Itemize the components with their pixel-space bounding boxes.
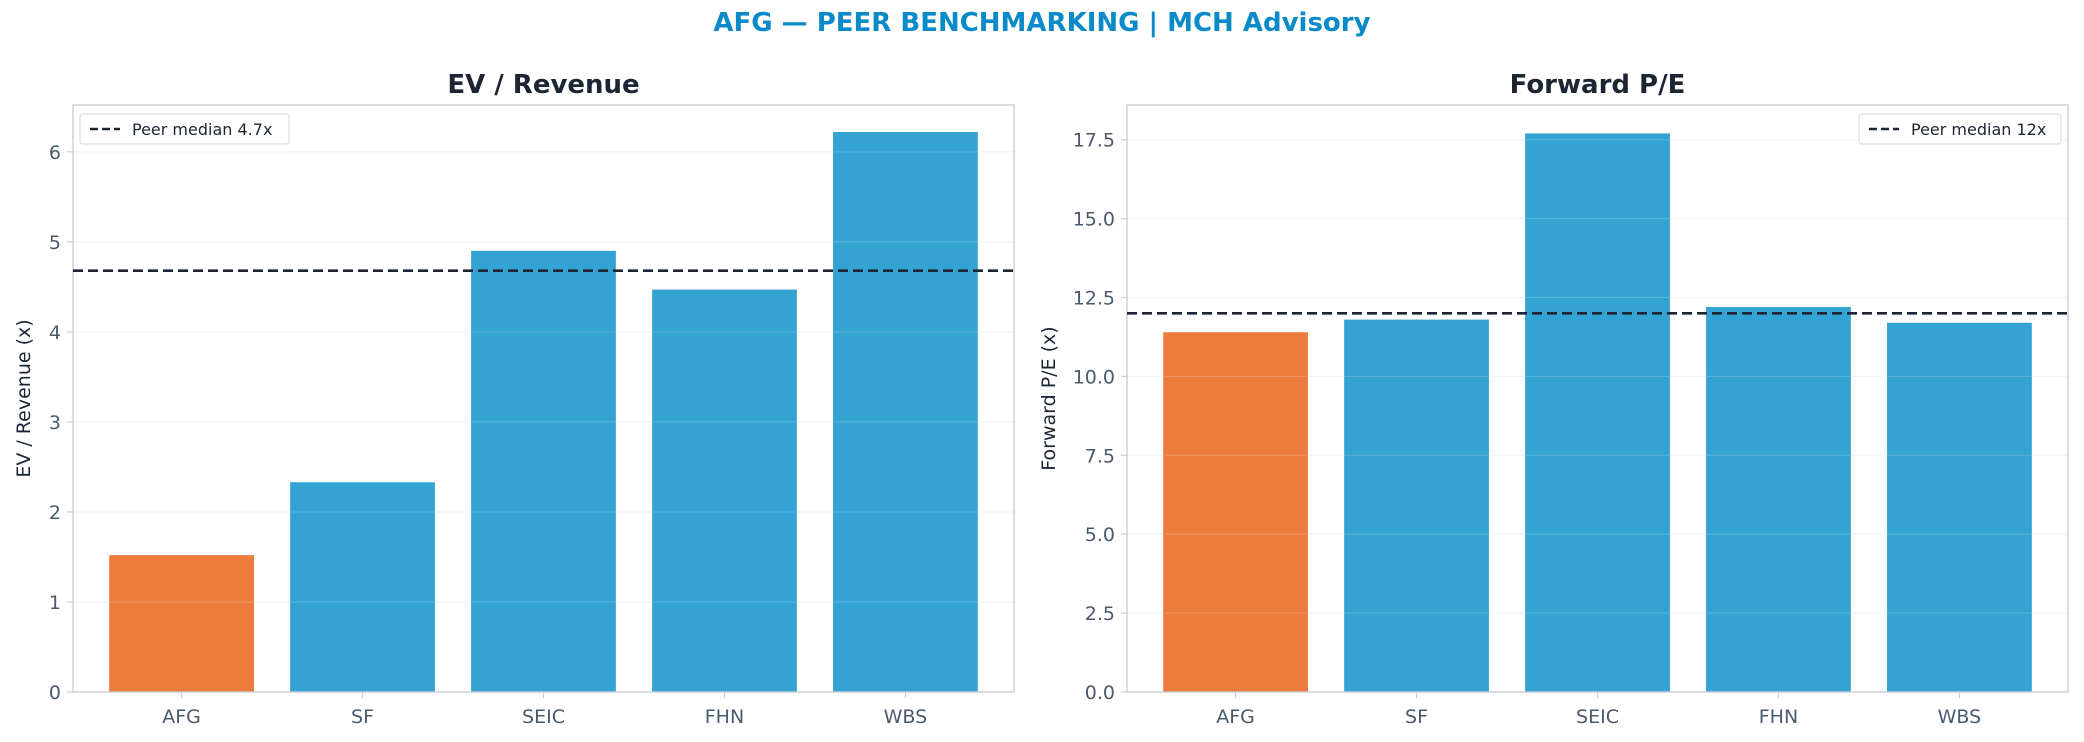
bar-sf [1344, 319, 1489, 692]
y-tick-label: 0.0 [1085, 682, 1115, 704]
bar-sf [290, 482, 435, 692]
x-tick-label: SF [351, 706, 374, 728]
legend-box [1858, 113, 2062, 145]
y-tick-label: 5 [49, 232, 61, 254]
legend-label: Peer median 4.7x [132, 120, 272, 139]
y-tick-label: 10.0 [1073, 366, 1115, 388]
y-tick-label: 4 [49, 322, 61, 344]
bar-seic [471, 250, 616, 693]
x-tick-label: SEIC [1576, 706, 1619, 728]
x-tick-label: FHN [705, 706, 744, 728]
bar-wbs [1887, 322, 2032, 692]
y-tick-label: 5.0 [1085, 524, 1115, 546]
x-tick-label: SF [1405, 706, 1428, 728]
bar-fhn [652, 289, 797, 692]
axes-frame [72, 104, 1015, 693]
bar-wbs [833, 132, 978, 692]
y-axis-label: Forward P/E (x) [1038, 326, 1060, 470]
y-tick-label: 2 [49, 502, 61, 524]
bar-afg [1163, 332, 1308, 692]
legend: Peer median 12x [1858, 113, 2062, 145]
y-tick-label: 3 [49, 412, 61, 434]
axes-frame [1126, 104, 2069, 693]
figure-title: AFG — PEER BENCHMARKING | MCH Advisory [713, 8, 1371, 38]
y-tick-label: 0 [49, 682, 61, 704]
y-tick-label: 2.5 [1085, 603, 1115, 625]
legend-label: Peer median 12x [1911, 120, 2046, 139]
bar-fhn [1706, 306, 1851, 692]
legend-box [79, 113, 290, 145]
y-axis-label: EV / Revenue (x) [13, 319, 35, 477]
chart-panel-forward-pe: AFG SF SEIC FHN WBS 0.0 2.5 5.0 7.5 10.0 12.5 15.0 1… [1038, 70, 2069, 728]
x-tick-label: AFG [1216, 706, 1255, 728]
bar-seic [1525, 133, 1670, 693]
y-tick-label: 7.5 [1085, 445, 1115, 467]
x-tick-label: WBS [884, 706, 928, 728]
x-tick-label: SEIC [522, 706, 565, 728]
panel-title: Forward P/E [1510, 70, 1686, 100]
y-tick-label: 12.5 [1073, 288, 1115, 310]
y-tick-label: 6 [49, 142, 61, 164]
x-tick-label: AFG [162, 706, 201, 728]
y-tick-label: 17.5 [1073, 130, 1115, 152]
y-tick-label: 15.0 [1073, 209, 1115, 231]
panel-title: EV / Revenue [447, 70, 639, 100]
x-tick-label: WBS [1938, 706, 1982, 728]
bar-afg [109, 555, 254, 692]
legend: Peer median 4.7x [79, 113, 290, 145]
x-tick-label: FHN [1759, 706, 1798, 728]
y-tick-label: 1 [49, 592, 61, 614]
chart-panel-ev-revenue: AFG SF SEIC FHN WBS 0 1 2 3 4 5 6 EV / Revenue EV / R… [13, 70, 1015, 728]
